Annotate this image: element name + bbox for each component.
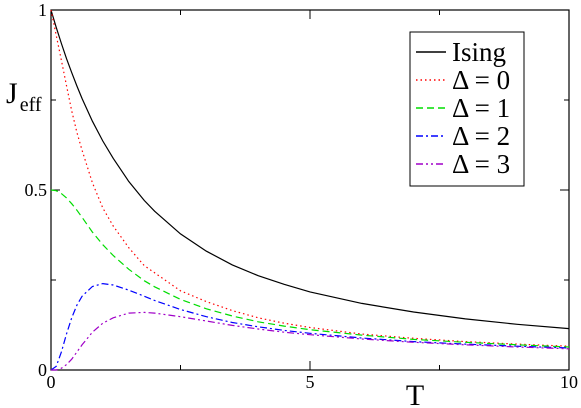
series-line-0 <box>50 9 570 330</box>
tick-labels: 0 5 10 0 0.5 1 <box>25 0 579 392</box>
series-line-3 <box>50 282 570 371</box>
series-line-4 <box>51 311 570 371</box>
legend-label-3: Δ = 2 <box>452 121 510 151</box>
y-axis-label-main: J <box>6 77 18 110</box>
legend-label-2: Δ = 1 <box>452 93 510 123</box>
legend-label-0: Ising <box>452 37 506 67</box>
series-line-2 <box>50 189 570 348</box>
y-tick-label: 1 <box>38 0 47 20</box>
y-tick-label: 0.5 <box>25 180 48 200</box>
y-tick-label: 0 <box>38 360 47 380</box>
legend-label-1: Δ = 0 <box>452 65 510 95</box>
x-tick-label: 10 <box>560 372 578 392</box>
legend-label-4: Δ = 3 <box>452 149 510 179</box>
x-tick-label: 0 <box>47 372 56 392</box>
legend-box <box>409 31 525 187</box>
x-axis-label: T <box>406 379 424 408</box>
series-lines <box>50 9 570 371</box>
x-tick-label: 5 <box>306 372 315 392</box>
y-axis-label-subscript: eff <box>20 94 42 116</box>
